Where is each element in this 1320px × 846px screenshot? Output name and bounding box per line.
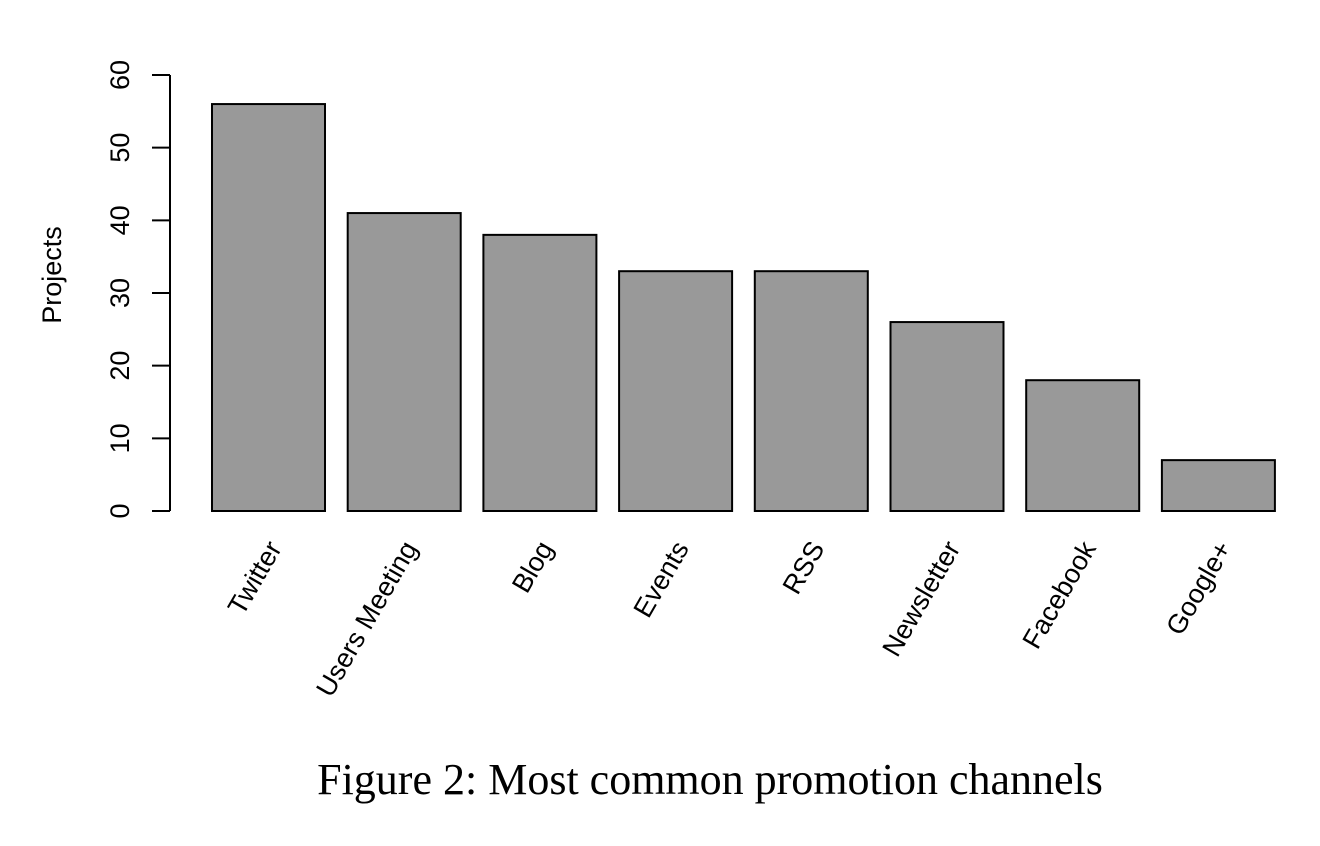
y-tick-label: 30 [105,278,135,308]
bar-rss [753,270,869,513]
y-tick-label: 50 [105,133,135,163]
x-category-label: RSS [777,536,831,599]
bar-blog [482,233,598,512]
y-tick-label: 20 [105,351,135,381]
x-category-label: Newsletter [876,536,966,661]
bar-facebook [1025,379,1141,513]
y-tick-label: 60 [105,60,135,90]
bar-events [618,270,734,513]
y-axis: 0 10 20 30 40 50 60 [105,60,171,519]
bar-twitter [211,103,326,512]
y-tick-label: 0 [105,503,135,518]
bars [211,103,1276,513]
x-category-label: Facebook [1017,536,1103,654]
x-category-label: Google+ [1160,536,1237,640]
y-axis-title: Projects [37,226,67,324]
y-tick-label: 10 [105,423,135,453]
x-category-label: Twitter [222,536,288,620]
x-category-label: Events [628,536,695,622]
x-category-label: Blog [506,536,559,598]
y-tick-label: 40 [105,205,135,235]
x-axis-labels: Twitter Users Meeting Blog Events RSS Newslet… [222,536,1238,702]
bar-google [1160,459,1276,512]
figure-caption: Figure 2: Most common promotion channels [317,755,1103,804]
x-category-label: Users Meeting [310,536,423,702]
bar-users-meeting [346,212,462,512]
bar-newsletter [889,321,1005,513]
